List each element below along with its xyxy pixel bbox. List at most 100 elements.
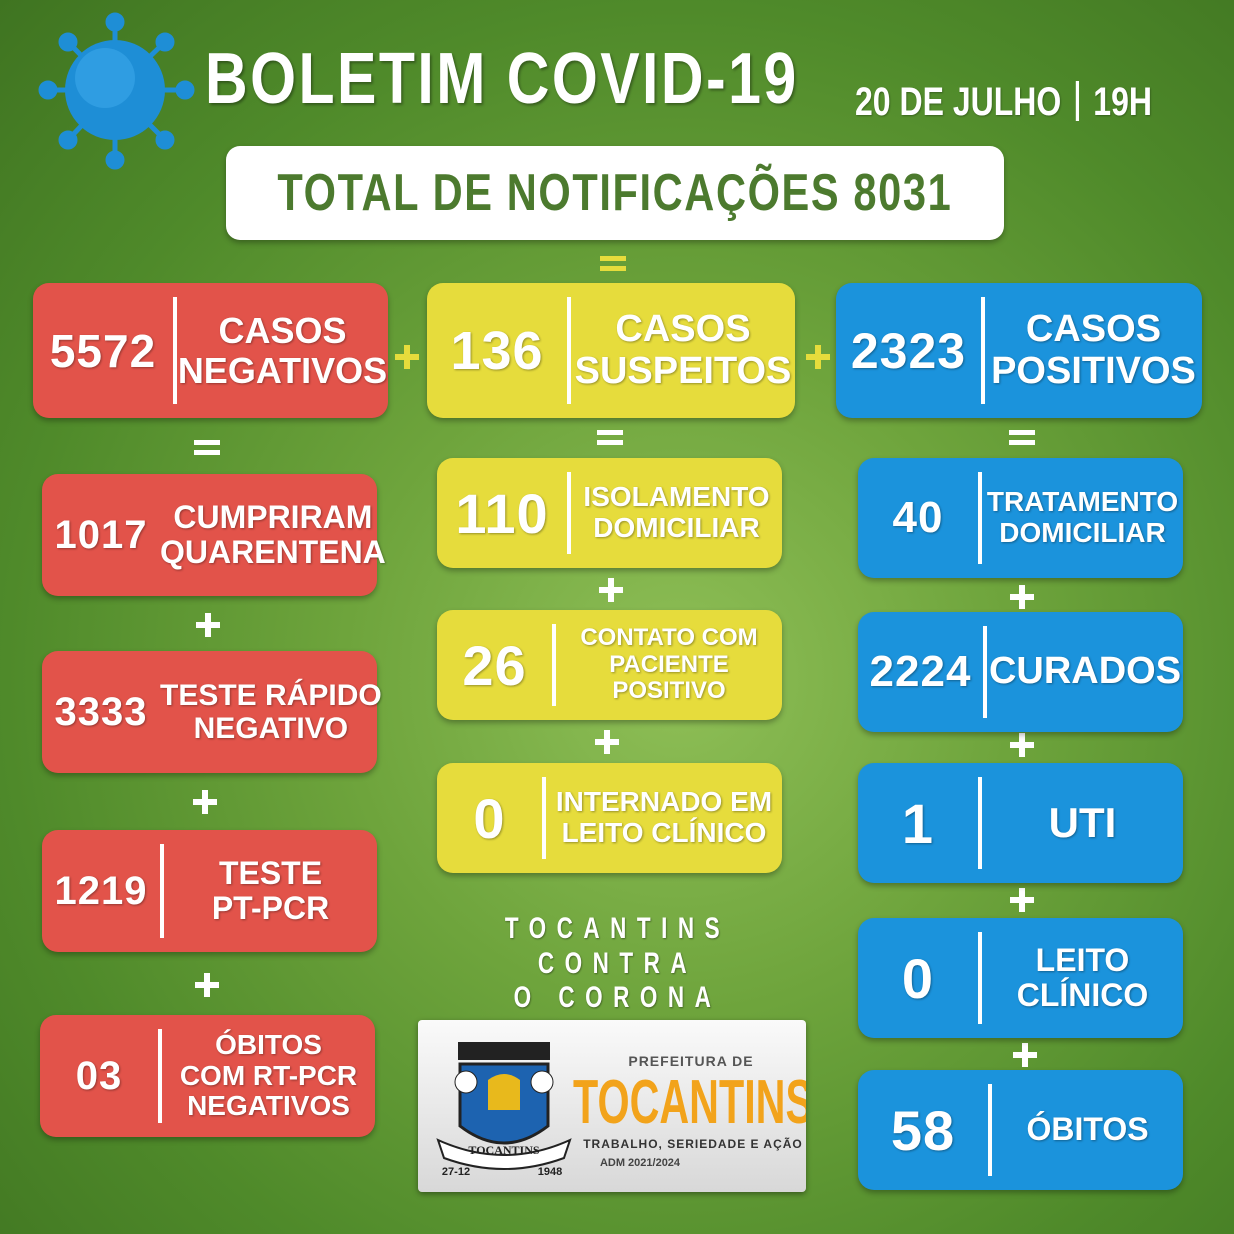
label-line: CASOS xyxy=(1025,307,1162,350)
stat-value: 136 xyxy=(450,320,544,381)
date: 20 DE JULHO xyxy=(855,80,1062,124)
stat-value: 2224 xyxy=(869,647,972,696)
label-line: SUSPEITOS xyxy=(574,349,792,392)
label-line: CASOS xyxy=(615,307,751,350)
stat-label: UTI xyxy=(982,798,1183,846)
logo-art: TOCANTINS 27-12 1948 PREFEITURA DE TOCAN… xyxy=(436,1042,813,1178)
label-line: NEGATIVOS xyxy=(187,1090,350,1122)
divider xyxy=(542,777,546,859)
label-line: POSITIVO xyxy=(612,677,726,705)
stat-box: 2224 CURADOS xyxy=(858,612,1183,732)
label-line: CURADOS xyxy=(988,650,1182,693)
time: 19H xyxy=(1093,80,1152,124)
stat-box: 1219 TESTE PT-PCR xyxy=(42,830,377,952)
stat-box: 58 ÓBITOS xyxy=(858,1070,1183,1190)
stat-label: CONTATO COM PACIENTE POSITIVO xyxy=(556,624,782,705)
stat-label: ÓBITOS xyxy=(992,1112,1183,1147)
stat-box: 1017 CUMPRIRAM QUARENTENA xyxy=(42,474,386,596)
label-line: ÓBITOS xyxy=(1026,1111,1149,1148)
stat-value: 2323 xyxy=(850,322,967,379)
label-line: TRATAMENTO xyxy=(986,486,1179,518)
stat-label: ISOLAMENTO DOMICILIAR xyxy=(571,481,782,544)
divider xyxy=(978,777,982,869)
total-box: TOTAL DE NOTIFICAÇÕES 8031 xyxy=(226,146,1004,240)
stat-value: 1017 xyxy=(54,512,148,557)
stat-box: 136 CASOS SUSPEITOS xyxy=(427,283,795,418)
logo-name: TOCANTINS xyxy=(573,1068,806,1137)
label-line: INTERNADO EM xyxy=(555,786,773,818)
stat-box: 0 INTERNADO EM LEITO CLÍNICO xyxy=(437,763,782,873)
stat-label: LEITO CLÍNICO xyxy=(982,941,1183,1013)
stat-value: 03 xyxy=(75,1053,123,1098)
label-line: LEITO CLÍNICO xyxy=(561,817,767,848)
divider xyxy=(552,624,556,706)
stat-label: CASOS SUSPEITOS xyxy=(571,307,795,393)
logo-motto: TRABALHO, SERIEDADE E AÇÃO xyxy=(583,1136,803,1151)
stat-box: 40 TRATAMENTO DOMICILIAR xyxy=(858,458,1183,578)
label-line: PT-PCR xyxy=(211,890,330,926)
label-line: POSITIVOS xyxy=(991,349,1196,392)
stat-box: 110 ISOLAMENTO DOMICILIAR xyxy=(437,458,782,568)
divider xyxy=(160,844,164,938)
divider xyxy=(981,297,985,404)
label-line: DOMICILIAR xyxy=(999,517,1166,548)
slogan: TOCANTINS CONTRA O CORONA xyxy=(469,912,765,1016)
logo-term: ADM 2021/2024 xyxy=(600,1157,681,1169)
stat-label: CUMPRIRAM QUARENTENA xyxy=(160,498,386,570)
separator xyxy=(1075,81,1079,121)
stat-value: 0 xyxy=(901,946,935,1010)
stat-value: 110 xyxy=(455,481,549,545)
slogan-line: TOCANTINS CONTRA xyxy=(504,912,731,980)
stat-value: 40 xyxy=(892,493,944,542)
stat-box: 03 ÓBITOS COM RT-PCR NEGATIVOS xyxy=(40,1015,375,1137)
divider xyxy=(983,626,987,718)
label-line: NEGATIVO xyxy=(193,712,349,745)
stat-box: 2323 CASOS POSITIVOS xyxy=(836,283,1202,418)
label-line: PACIENTE xyxy=(609,650,729,678)
logo-prefix: PREFEITURA DE xyxy=(628,1053,753,1069)
label-line: UTI xyxy=(1048,798,1117,846)
divider xyxy=(567,472,571,554)
label-line: LEITO xyxy=(1035,941,1130,978)
dateline: 20 DE JULHO 19H xyxy=(855,80,1152,125)
stat-value: 3333 xyxy=(54,689,148,734)
divider xyxy=(978,932,982,1024)
logo: TOCANTINS 27-12 1948 PREFEITURA DE TOCAN… xyxy=(418,1020,813,1192)
divider xyxy=(978,472,982,564)
stat-label: CASOS NEGATIVOS xyxy=(177,311,388,390)
stat-box: 5572 CASOS NEGATIVOS xyxy=(33,283,388,418)
stat-value: 1219 xyxy=(54,868,148,913)
stat-label: INTERNADO EM LEITO CLÍNICO xyxy=(546,786,782,849)
stat-label: TRATAMENTO DOMICILIAR xyxy=(982,486,1183,549)
stat-box: 1 UTI xyxy=(858,763,1183,883)
stat-value: 5572 xyxy=(49,324,157,377)
stat-box: 3333 TESTE RÁPIDO NEGATIVO xyxy=(42,651,382,773)
label-line: ÓBITOS xyxy=(215,1028,322,1060)
stat-box: 26 CONTATO COM PACIENTE POSITIVO xyxy=(437,610,782,720)
total-label: TOTAL DE NOTIFICAÇÕES xyxy=(277,164,841,222)
crest-name: TOCANTINS xyxy=(468,1143,539,1157)
label-line: QUARENTENA xyxy=(160,534,386,570)
divider xyxy=(173,297,177,404)
stat-box: 0 LEITO CLÍNICO xyxy=(858,918,1183,1038)
stat-label: ÓBITOS COM RT-PCR NEGATIVOS xyxy=(162,1028,375,1122)
stat-label: CASOS POSITIVOS xyxy=(985,307,1202,393)
stat-label: CURADOS xyxy=(987,650,1183,693)
crest-date: 27-12 xyxy=(442,1166,470,1178)
virus-icon xyxy=(38,12,195,170)
label-line: CUMPRIRAM xyxy=(173,498,373,535)
total-value: 8031 xyxy=(853,164,953,222)
stat-label: TESTE PT-PCR xyxy=(164,854,377,926)
label-line: CONTATO COM xyxy=(580,624,758,652)
label-line: NEGATIVOS xyxy=(177,349,388,391)
label-line: TESTE RÁPIDO xyxy=(160,679,382,712)
label-line: COM RT-PCR xyxy=(179,1059,358,1091)
stat-value: 0 xyxy=(473,786,506,850)
slogan-line: O CORONA xyxy=(513,981,722,1014)
stat-value: 1 xyxy=(901,791,935,855)
label-line: TESTE xyxy=(218,854,323,891)
stat-label: TESTE RÁPIDO NEGATIVO xyxy=(160,679,382,745)
label-line: ISOLAMENTO xyxy=(583,481,770,513)
label-line: CLÍNICO xyxy=(1016,977,1149,1013)
